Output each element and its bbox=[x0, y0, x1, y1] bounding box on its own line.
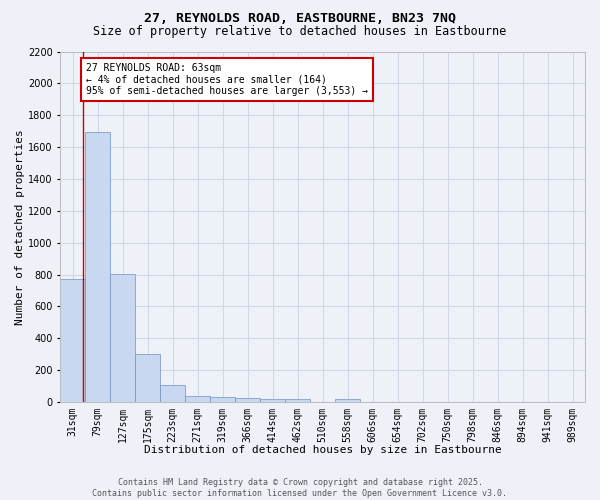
Text: 27, REYNOLDS ROAD, EASTBOURNE, BN23 7NQ: 27, REYNOLDS ROAD, EASTBOURNE, BN23 7NQ bbox=[144, 12, 456, 26]
Bar bbox=[260, 399, 285, 402]
Bar bbox=[135, 354, 160, 402]
Text: Contains HM Land Registry data © Crown copyright and database right 2025.
Contai: Contains HM Land Registry data © Crown c… bbox=[92, 478, 508, 498]
Text: 27 REYNOLDS ROAD: 63sqm
← 4% of detached houses are smaller (164)
95% of semi-de: 27 REYNOLDS ROAD: 63sqm ← 4% of detached… bbox=[86, 62, 368, 96]
Text: Size of property relative to detached houses in Eastbourne: Size of property relative to detached ho… bbox=[94, 24, 506, 38]
Bar bbox=[110, 274, 135, 402]
X-axis label: Distribution of detached houses by size in Eastbourne: Distribution of detached houses by size … bbox=[144, 445, 502, 455]
Bar bbox=[60, 278, 85, 402]
Bar bbox=[160, 384, 185, 402]
Bar bbox=[210, 396, 235, 402]
Bar bbox=[335, 398, 360, 402]
Bar bbox=[85, 132, 110, 402]
Bar bbox=[185, 396, 210, 402]
Bar bbox=[235, 398, 260, 402]
Y-axis label: Number of detached properties: Number of detached properties bbox=[15, 129, 25, 324]
Bar bbox=[285, 399, 310, 402]
